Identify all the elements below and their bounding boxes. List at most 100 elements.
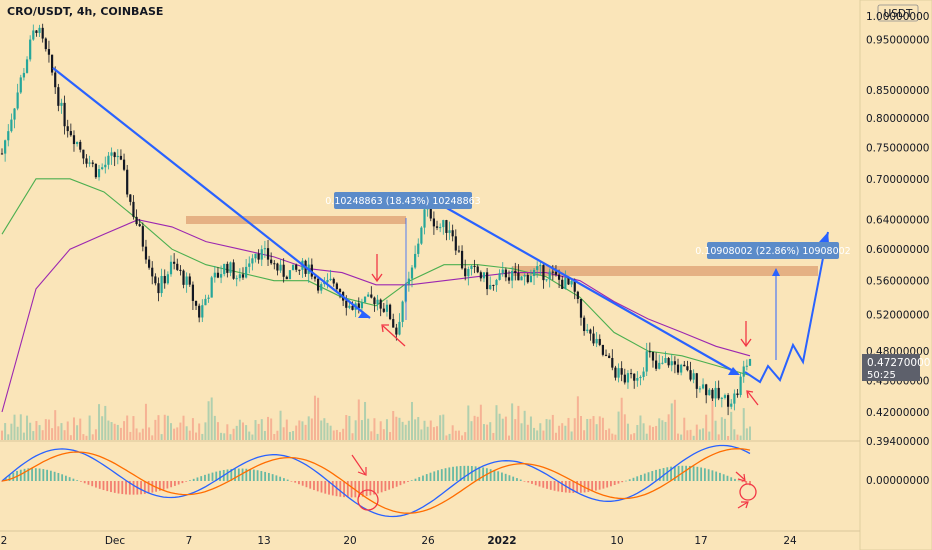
macd-hist-bar	[219, 470, 221, 481]
macd-hist-bar	[226, 469, 229, 481]
candle-body	[291, 264, 295, 271]
volume-bar	[376, 433, 379, 440]
volume-bar	[235, 425, 238, 440]
candle-body	[670, 361, 673, 366]
macd-hist-bar	[726, 475, 729, 481]
volume-bar	[551, 414, 554, 440]
candle-body	[417, 243, 420, 254]
gain-label-2[interactable]: 0.10908002 (22.86%) 10908002	[695, 242, 851, 259]
macd-hist-bar	[655, 469, 657, 481]
candle-body	[54, 72, 57, 88]
candle-body	[32, 30, 35, 40]
bar-countdown: 50:25	[867, 370, 896, 381]
macd-hist-bar	[31, 468, 33, 481]
candle-body	[570, 280, 573, 285]
volume-bar	[16, 426, 19, 440]
candle-body	[698, 388, 702, 390]
x-tick-label: 7	[186, 535, 193, 547]
candle-body	[651, 351, 655, 361]
volume-bar	[335, 429, 338, 440]
candle-body	[345, 300, 348, 308]
candle-body	[101, 167, 104, 170]
macd-hist-bar	[380, 481, 383, 493]
macd-hist-bar	[23, 468, 26, 481]
y-tick-label: 0.70000000	[866, 174, 929, 186]
candle-body	[723, 395, 727, 398]
candle-body	[157, 283, 160, 294]
macd-hist-bar	[474, 466, 477, 481]
volume-bar	[26, 415, 29, 440]
volume-bar	[364, 401, 367, 440]
macd-hist-bar	[298, 481, 300, 485]
candle-body	[736, 393, 739, 396]
volume-bar	[648, 425, 651, 440]
candle-body	[489, 284, 492, 290]
candle-body	[194, 300, 198, 306]
candle-body	[708, 389, 711, 396]
candle-body	[47, 49, 51, 55]
macd-hist-bar	[166, 481, 169, 489]
macd-hist-bar	[542, 481, 545, 488]
price-axis-panel[interactable]	[859, 0, 932, 550]
macd-hist-bar	[444, 468, 447, 481]
volume-bar	[620, 397, 623, 440]
volume-bar	[132, 416, 135, 440]
macd-hist-bar	[452, 466, 454, 481]
macd-hist-bar	[252, 469, 255, 481]
macd-hist-bar	[83, 481, 86, 484]
volume-bar	[94, 429, 97, 440]
volume-bar	[508, 435, 511, 440]
volume-bar	[623, 414, 626, 440]
volume-bar	[511, 403, 514, 440]
gain-label-1[interactable]: 0.10248863 (18.43%) 10248863	[325, 192, 481, 209]
macd-hist-bar	[700, 467, 703, 481]
y-tick-label: 0.56000000	[866, 276, 929, 288]
candle-body	[135, 216, 138, 225]
volume-bar	[317, 397, 320, 440]
volume-bar	[617, 411, 620, 440]
candle-body	[626, 373, 630, 383]
macd-hist-bar	[189, 480, 191, 481]
volume-bar	[107, 420, 110, 440]
candle-body	[144, 246, 148, 260]
candle-body	[151, 267, 154, 277]
candle-body	[554, 271, 558, 275]
volume-bar	[410, 401, 413, 440]
volume-bar	[367, 418, 370, 440]
candle-body	[739, 376, 742, 396]
last-price-tag: 0.47270000 50:25	[862, 354, 930, 381]
red-pointer-arrow-1	[381, 324, 406, 347]
volume-bar	[598, 416, 601, 440]
macd-hist-bar	[632, 477, 635, 481]
currency-badge[interactable]: USDT	[877, 4, 919, 22]
candle-body	[38, 27, 41, 33]
candle-body	[680, 364, 683, 373]
candle-body	[539, 264, 542, 267]
volume-bar	[592, 416, 595, 440]
volume-bar	[658, 418, 661, 440]
volume-bar	[144, 403, 147, 440]
volume-bar	[1, 430, 3, 440]
candle-body	[454, 236, 457, 251]
candle-body	[60, 102, 63, 106]
macd-hist-bar	[482, 467, 485, 481]
volume-bar	[432, 427, 435, 440]
volume-bar	[720, 417, 723, 440]
macd-hist-bar	[384, 481, 387, 492]
macd-hist-bar	[504, 473, 507, 481]
macd-hist-bar	[64, 475, 67, 481]
candle-body	[163, 275, 166, 284]
macd-hist-bar	[613, 481, 616, 485]
projected-arrowhead	[819, 232, 829, 243]
macd-hist-bar	[553, 481, 556, 491]
macd-hist-bar	[598, 481, 601, 490]
candle-body	[107, 155, 110, 165]
candle-body	[526, 275, 529, 283]
volume-bar	[85, 435, 88, 440]
candle-body	[329, 278, 332, 280]
macd-hist-bar	[666, 467, 669, 481]
volume-bar	[41, 430, 44, 440]
macd-hist-bar	[688, 465, 691, 481]
volume-bar	[357, 399, 360, 440]
